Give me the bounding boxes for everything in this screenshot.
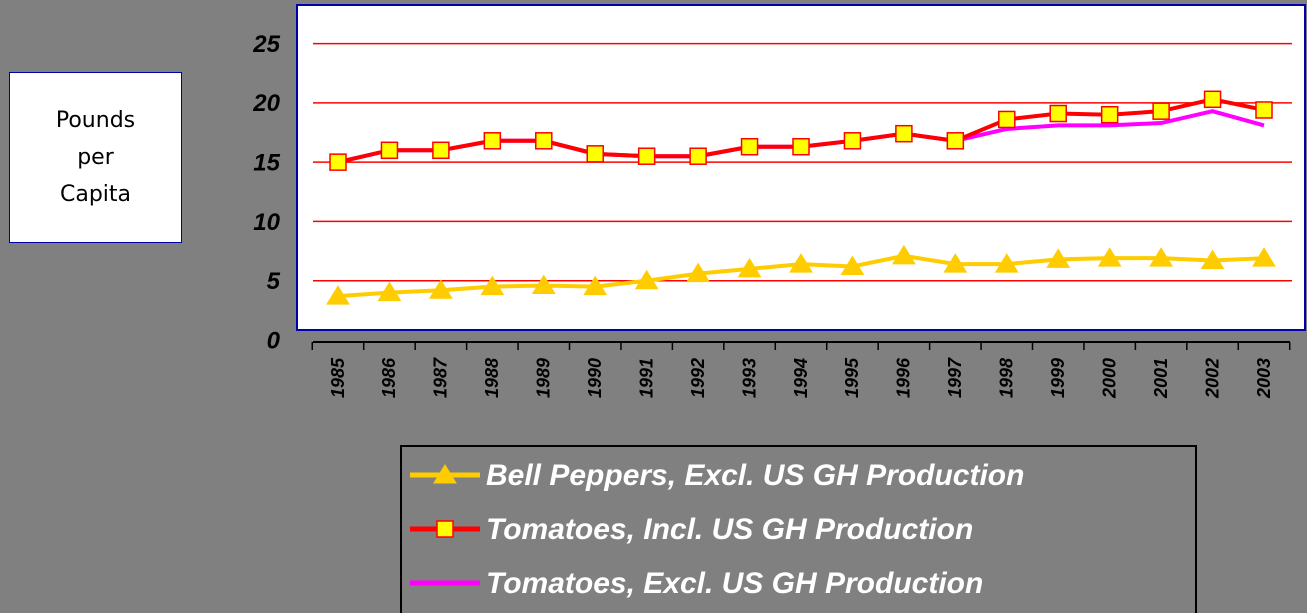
marker xyxy=(483,132,502,150)
marker xyxy=(946,132,965,150)
marker xyxy=(535,132,553,150)
series xyxy=(326,244,1276,305)
marker xyxy=(740,137,759,156)
y-tick-label: 15 xyxy=(253,149,280,176)
x-tick-label: 1992 xyxy=(688,358,708,398)
plot-area xyxy=(296,4,1306,331)
marker xyxy=(634,269,659,290)
x-tick-label: 1993 xyxy=(739,358,759,398)
marker xyxy=(326,285,350,305)
marker xyxy=(329,153,347,171)
x-tick-label: 1988 xyxy=(482,358,502,398)
x-tick-label: 2001 xyxy=(1151,358,1171,399)
x-tick-label: 1997 xyxy=(945,357,965,398)
marker xyxy=(792,137,810,156)
marker xyxy=(1049,104,1067,123)
x-tick-label: 1996 xyxy=(894,357,914,398)
y-tick-label: 20 xyxy=(252,90,280,117)
marker xyxy=(1200,249,1225,270)
marker xyxy=(1097,247,1122,267)
x-tick-label: 1991 xyxy=(636,358,656,398)
y-tick-label: 0 xyxy=(267,327,281,354)
marker xyxy=(895,124,913,143)
x-tick-label: 2000 xyxy=(1099,358,1119,399)
marker xyxy=(998,110,1016,129)
marker xyxy=(380,141,399,160)
marker xyxy=(432,141,450,160)
x-tick-label: 1998 xyxy=(997,358,1017,398)
x-tick-label: 1989 xyxy=(534,358,554,398)
x-tick-label: 1994 xyxy=(791,358,811,398)
marker xyxy=(531,274,556,294)
marker xyxy=(843,132,862,150)
x-tick-label: 2002 xyxy=(1202,358,1222,399)
marker xyxy=(1100,105,1119,124)
series xyxy=(329,90,1273,171)
x-tick-label: 1999 xyxy=(1048,358,1068,398)
marker xyxy=(1046,248,1071,268)
marker xyxy=(686,262,711,283)
x-tick-label: 1985 xyxy=(328,357,348,398)
legend-label: Tomatoes, Excl. US GH Production xyxy=(486,567,983,600)
marker xyxy=(436,520,454,538)
y-tick-label: 25 xyxy=(252,31,280,58)
marker xyxy=(377,281,402,302)
marker xyxy=(1255,101,1273,119)
x-tick-label: 2003 xyxy=(1254,358,1274,399)
y-tick-label: 5 xyxy=(267,268,281,295)
marker xyxy=(1152,102,1170,120)
marker xyxy=(433,464,457,484)
x-tick-label: 1986 xyxy=(379,357,399,398)
marker xyxy=(480,275,505,296)
marker xyxy=(586,145,604,163)
marker xyxy=(737,257,762,278)
legend-box xyxy=(400,445,1197,613)
legend-label: Tomatoes, Incl. US GH Production xyxy=(486,513,973,546)
marker xyxy=(637,147,656,165)
marker xyxy=(583,275,608,296)
y-axis-label: Pounds per Capita xyxy=(9,72,182,243)
legend-label: Bell Peppers, Excl. US GH Production xyxy=(486,459,1024,492)
x-tick-label: 1987 xyxy=(431,357,451,398)
x-tick-label: 1995 xyxy=(842,357,862,398)
marker xyxy=(1203,90,1222,109)
marker xyxy=(689,147,707,165)
marker xyxy=(891,244,916,265)
marker xyxy=(1252,247,1276,267)
marker xyxy=(994,253,1019,273)
x-tick-label: 1990 xyxy=(585,358,605,398)
marker xyxy=(840,255,865,275)
marker xyxy=(1149,247,1174,267)
marker xyxy=(428,279,453,299)
y-tick-label: 10 xyxy=(253,209,280,236)
marker xyxy=(943,253,968,273)
marker xyxy=(789,253,813,273)
